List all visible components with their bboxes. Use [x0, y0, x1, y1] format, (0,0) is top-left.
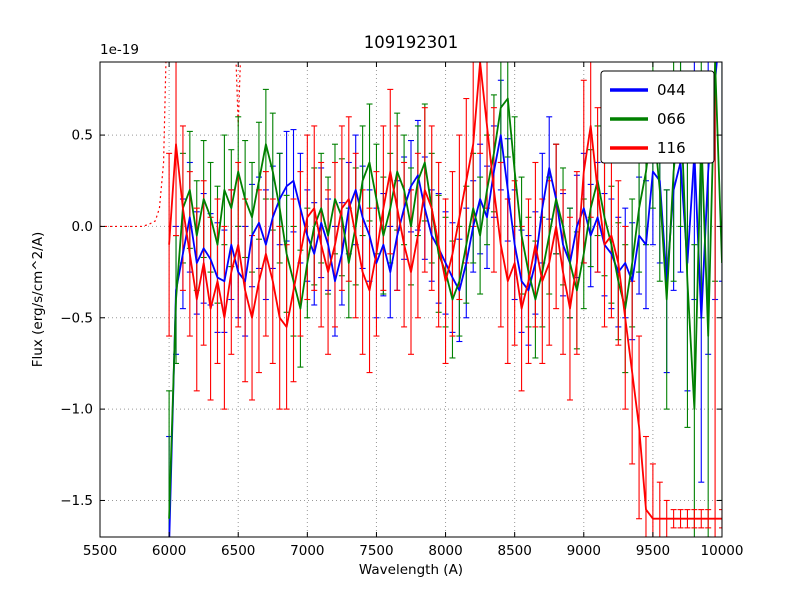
y-tick-label: −0.5 — [60, 310, 93, 326]
y-tick-label: 0.0 — [72, 219, 93, 235]
x-tick-label: 7000 — [290, 543, 324, 559]
tick-label-layer: 5500 6000 6500 7000 7500 8000 8500 9000 9500 1000… — [60, 128, 743, 559]
x-tick-label: 7500 — [359, 543, 393, 559]
x-tick-label: 8000 — [428, 543, 462, 559]
plot-title: 109192301 — [364, 33, 458, 52]
legend-label: 044 — [657, 81, 686, 99]
x-tick-label: 8500 — [497, 543, 531, 559]
y-tick-label: 0.5 — [72, 128, 93, 144]
legend-label: 066 — [657, 110, 686, 128]
y-tick-label: −1.0 — [60, 402, 93, 418]
axes-frame — [99, 61, 723, 538]
legend-label: 116 — [657, 139, 686, 157]
x-tick-label: 9000 — [567, 543, 601, 559]
x-axis-label: Wavelength (A) — [359, 562, 463, 578]
x-tick-label: 5500 — [83, 543, 117, 559]
series-066-line — [168, 62, 722, 519]
x-tick-label: 6500 — [221, 543, 255, 559]
y-offset-label: 1e-19 — [100, 42, 139, 58]
y-axis-label: Flux (erg/s/cm^2/A) — [30, 232, 46, 367]
extra-curve-116-dotted-left — [100, 62, 167, 228]
y-tick-label: −1.5 — [60, 493, 93, 509]
legend: 044 066 116 — [600, 70, 715, 164]
x-tick-label: 9500 — [636, 543, 670, 559]
series-layer — [166, 62, 722, 537]
series-116-line — [168, 62, 722, 520]
tick-layer — [99, 62, 723, 537]
x-tick-label: 10000 — [701, 543, 744, 559]
legend-box — [600, 70, 715, 164]
x-tick-label: 6000 — [152, 543, 186, 559]
